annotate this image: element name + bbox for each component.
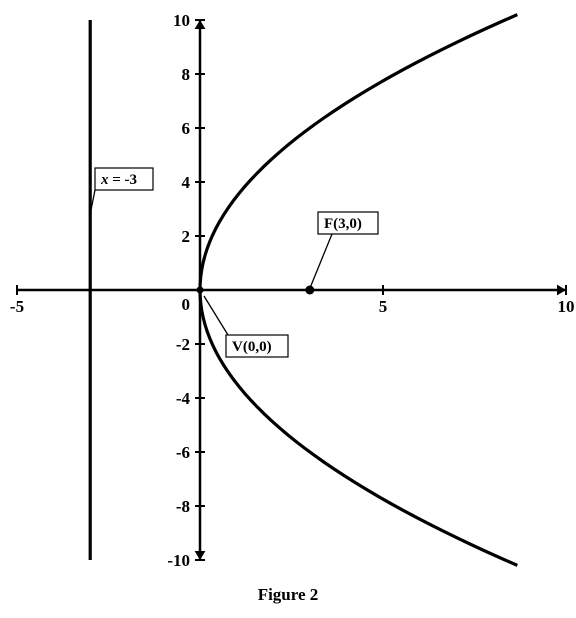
svg-text:8: 8: [182, 65, 191, 84]
svg-text:-2: -2: [176, 335, 190, 354]
svg-text:5: 5: [379, 297, 388, 316]
svg-text:-5: -5: [10, 297, 24, 316]
focus-label: F(3,0): [310, 212, 378, 288]
svg-text:-6: -6: [176, 443, 190, 462]
figure-container: { "figure": { "type": "parabola-plot", "…: [0, 0, 576, 618]
svg-text:-8: -8: [176, 497, 190, 516]
svg-text:4: 4: [182, 173, 191, 192]
parabola-chart: -5 5 10 -10 -8 -6 -4 -2 2 4 6 8 10 0 x = -3 F(3,0) V(0,…: [0, 0, 576, 618]
vertex-point: [197, 287, 204, 294]
svg-text:-4: -4: [176, 389, 191, 408]
svg-text:x = -3: x = -3: [100, 172, 137, 188]
svg-text:F(3,0): F(3,0): [324, 216, 362, 232]
svg-text:6: 6: [182, 119, 191, 138]
svg-text:-10: -10: [167, 551, 190, 570]
figure-caption: Figure 2: [258, 585, 319, 604]
svg-text:10: 10: [173, 11, 190, 30]
directrix-label: x = -3: [91, 168, 153, 210]
axes: [17, 20, 566, 560]
svg-text:10: 10: [558, 297, 575, 316]
svg-text:0: 0: [182, 295, 191, 314]
vertex-label: V(0,0): [204, 296, 288, 357]
svg-text:V(0,0): V(0,0): [232, 339, 272, 355]
svg-text:2: 2: [182, 227, 191, 246]
boxed-labels: x = -3 F(3,0) V(0,0): [91, 168, 378, 357]
